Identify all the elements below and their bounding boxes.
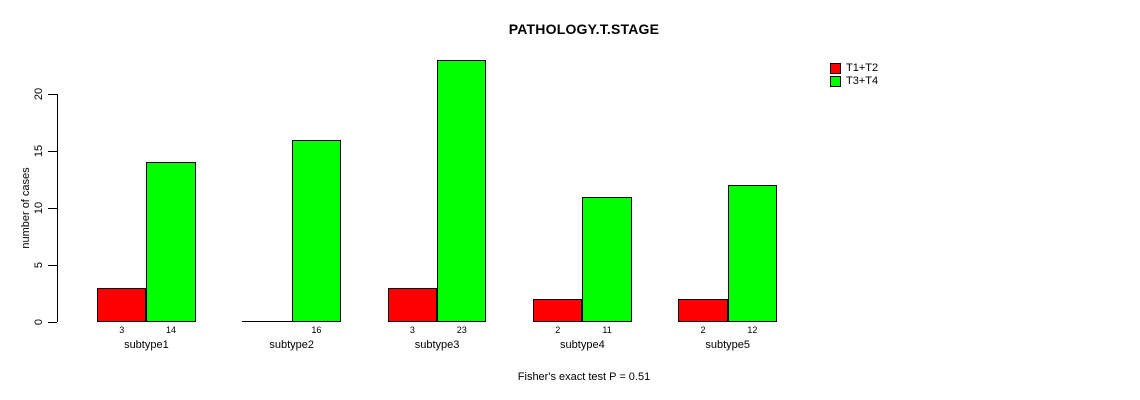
legend-item-t1-t2: T1+T2 — [830, 62, 878, 75]
bar-value-label: 3 — [119, 325, 125, 335]
x-axis-category-label-subtype5: subtype5 — [705, 339, 751, 351]
legend-label: T3+T4 — [846, 75, 879, 87]
fisher-test-annotation: Fisher's exact test P = 0.51 — [517, 371, 651, 383]
legend-swatch-t1-t2 — [830, 63, 841, 74]
bar-value-label: 2 — [555, 325, 561, 335]
bar-t1-t2-subtype4 — [533, 299, 583, 322]
y-axis-tick-label: 10 — [33, 201, 45, 215]
legend-label: T1+T2 — [846, 62, 879, 74]
legend-swatch-t3-t4 — [830, 76, 841, 87]
chart-title: PATHOLOGY.T.STAGE — [508, 21, 660, 37]
y-axis-line — [57, 94, 58, 322]
x-axis-category-label-subtype1: subtype1 — [124, 339, 169, 351]
bar-t3-t4-subtype1 — [146, 162, 196, 322]
bar-value-label: 3 — [409, 325, 415, 335]
bar-value-label: 11 — [602, 325, 612, 335]
bar-t3-t4-subtype3 — [437, 59, 487, 322]
y-axis-tick-label: 20 — [33, 87, 45, 101]
y-axis-tick — [48, 207, 57, 209]
y-axis-tick-label: 15 — [33, 144, 45, 158]
bar-t3-t4-subtype4 — [582, 196, 632, 322]
bar-value-label: 16 — [311, 325, 322, 335]
legend-item-t3-t4: T3+T4 — [830, 75, 878, 88]
bar-t1-t2-subtype1 — [97, 287, 147, 322]
bar-value-label: 2 — [700, 325, 706, 335]
bar-t1-t2-subtype3 — [387, 287, 438, 322]
bar-t1-t2-subtype2 — [242, 321, 292, 322]
x-axis-category-label-subtype4: subtype4 — [560, 339, 605, 351]
legend: T1+T2 T3+T4 — [830, 62, 878, 88]
bar-t1-t2-subtype5 — [678, 299, 728, 322]
x-axis-category-label-subtype2: subtype2 — [269, 339, 315, 351]
bar-t3-t4-subtype5 — [727, 185, 778, 322]
y-axis-tick-label: 5 — [33, 261, 45, 269]
y-axis-tick — [48, 264, 57, 266]
bar-value-label: 23 — [456, 325, 467, 335]
y-axis-label: number of cases — [20, 167, 32, 249]
bar-value-label: 12 — [747, 325, 758, 335]
y-axis-tick — [48, 93, 57, 95]
x-axis-category-label-subtype3: subtype3 — [414, 339, 460, 351]
y-axis-tick — [48, 321, 57, 323]
y-axis-tick-label: 0 — [33, 318, 45, 326]
y-axis-tick — [48, 150, 57, 152]
bar-value-label: 14 — [166, 325, 177, 335]
bar-t3-t4-subtype2 — [291, 139, 342, 322]
